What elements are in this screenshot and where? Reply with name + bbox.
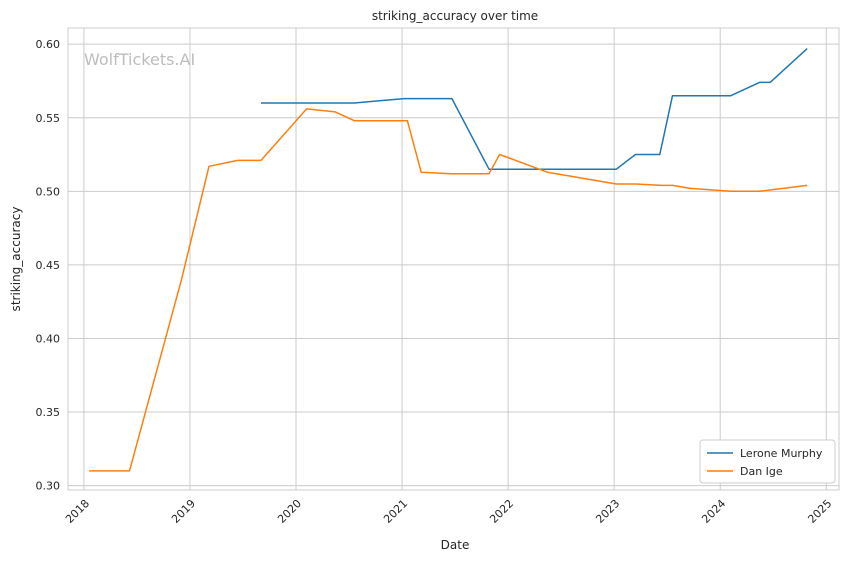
grid	[68, 28, 839, 490]
y-tick-label: 0.30	[36, 480, 61, 493]
series-lines	[89, 48, 808, 472]
y-axis-ticks: 0.30 0.35 0.40 0.45 0.50 0.55 0.60	[36, 38, 61, 492]
y-tick-label: 0.55	[36, 112, 61, 125]
y-tick-label: 0.60	[36, 38, 61, 51]
legend-box	[699, 439, 836, 484]
legend: Lerone Murphy Dan Ige	[699, 439, 836, 484]
y-tick-label: 0.40	[36, 332, 61, 345]
series-line-dan-ige	[89, 108, 808, 472]
x-axis-label: Date	[441, 538, 470, 552]
y-tick-label: 0.50	[36, 185, 61, 198]
y-tick-label: 0.45	[36, 259, 61, 272]
y-tick-label: 0.35	[36, 406, 61, 419]
plot-frame	[67, 27, 840, 491]
legend-label-dan-ige: Dan Ige	[740, 465, 783, 478]
series-line-lerone-murphy	[261, 48, 808, 170]
chart-title: striking_accuracy over time	[372, 9, 538, 23]
watermark: WolfTickets.AI	[84, 50, 195, 69]
y-axis-label: striking_accuracy	[9, 207, 23, 312]
legend-label-lerone-murphy: Lerone Murphy	[740, 447, 823, 460]
